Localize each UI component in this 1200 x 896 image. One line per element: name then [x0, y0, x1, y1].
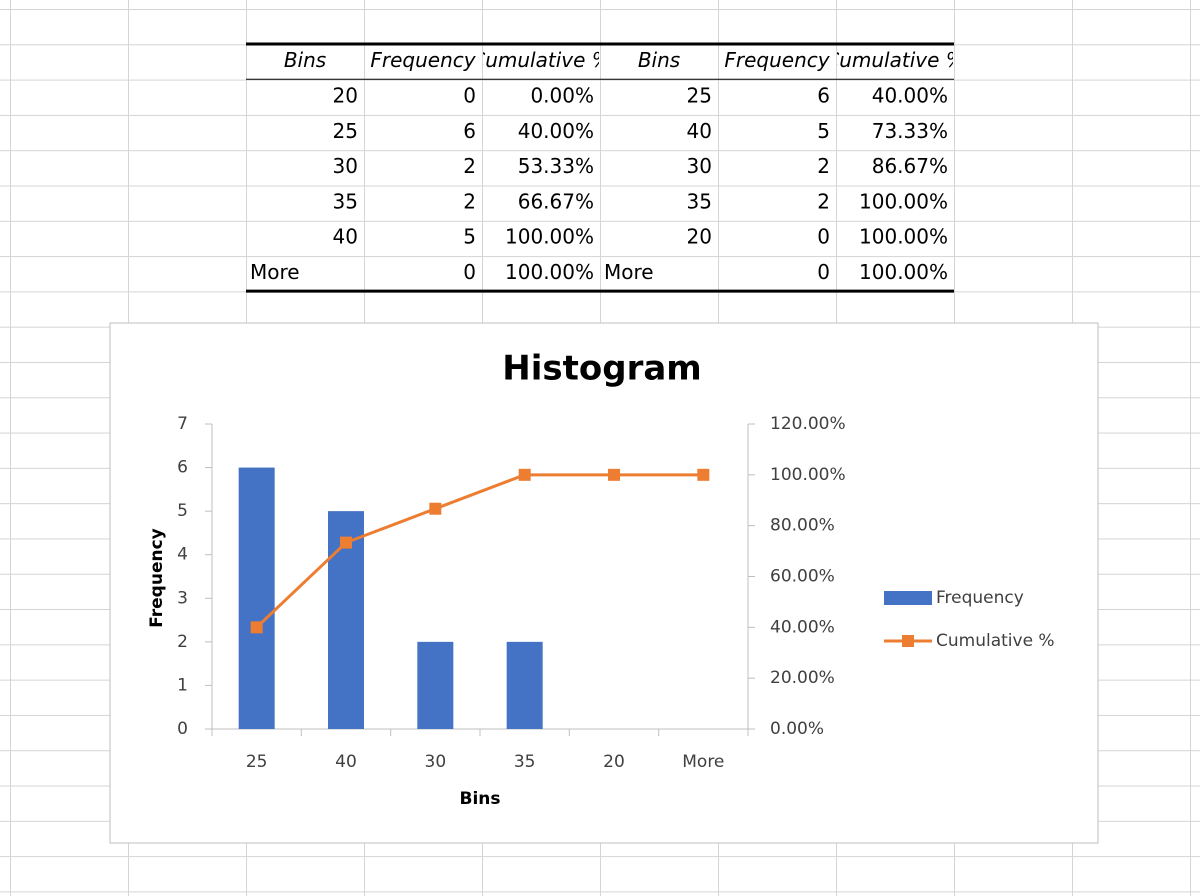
- line-marker: [608, 468, 620, 481]
- legend-swatch: [884, 591, 932, 605]
- legend-label: Cumulative %: [936, 631, 1055, 651]
- y2-tick-label: 40.00%: [770, 617, 835, 637]
- table-cell: 6: [817, 83, 830, 107]
- y2-tick-label: 20.00%: [770, 668, 835, 688]
- y2-tick-label: 100.00%: [770, 465, 846, 485]
- table-header: Bins: [638, 48, 680, 72]
- x-tick-label: 35: [514, 752, 536, 772]
- table-cell: 100.00%: [859, 189, 948, 213]
- bar: [417, 641, 454, 729]
- table-cell: 30: [333, 154, 358, 178]
- y2-tick-label: 60.00%: [770, 567, 835, 587]
- bar: [238, 467, 275, 729]
- y-tick-label: 5: [177, 501, 188, 521]
- table-cell: 0: [817, 225, 830, 249]
- table-cell: 0: [463, 83, 476, 107]
- y-tick-label: 4: [177, 545, 188, 565]
- y-axis-title: Frequency: [147, 528, 167, 628]
- y-tick-label: 3: [177, 588, 188, 608]
- table-cell: 40: [333, 225, 358, 249]
- table-cell: 40.00%: [872, 83, 948, 107]
- table-header: Cumulative %: [471, 48, 611, 72]
- table-cell: 73.33%: [872, 119, 948, 143]
- table-cell: 100.00%: [505, 225, 594, 249]
- table-cell: More: [250, 260, 300, 284]
- legend-swatch: [902, 635, 914, 647]
- line-marker: [250, 621, 263, 634]
- table-cell: 100.00%: [859, 225, 948, 249]
- x-axis-title: Bins: [459, 789, 500, 809]
- y2-tick-label: 0.00%: [770, 719, 824, 739]
- table-cell: 2: [463, 154, 476, 178]
- table-cell: 5: [817, 119, 830, 143]
- table-cell: 20: [687, 225, 712, 249]
- table-cell: 2: [817, 154, 830, 178]
- line: [255, 473, 704, 629]
- table-header: Cumulative %: [825, 48, 965, 72]
- table-cell: 0: [463, 260, 476, 284]
- chart-title: Histogram: [502, 349, 701, 389]
- table-cell: 66.67%: [518, 189, 594, 213]
- x-tick-label: More: [682, 752, 724, 772]
- x-tick-label: 20: [603, 752, 625, 772]
- y2-tick-label: 120.00%: [770, 414, 846, 434]
- table-header: Frequency: [370, 48, 476, 72]
- bar: [506, 641, 543, 729]
- table-header: Bins: [284, 48, 326, 72]
- table-cell: 35: [333, 189, 358, 213]
- legend-label: Frequency: [936, 588, 1024, 608]
- table-cell: 2: [463, 189, 476, 213]
- y2-tick-label: 80.00%: [770, 516, 835, 536]
- table-cell: 2: [817, 189, 830, 213]
- table-cell: 100.00%: [505, 260, 594, 284]
- table-cell: 86.67%: [872, 154, 948, 178]
- x-tick-label: 25: [246, 752, 268, 772]
- table-cell: 25: [687, 83, 712, 107]
- table-cell: 40.00%: [518, 119, 594, 143]
- y-tick-label: 0: [177, 719, 188, 739]
- x-tick-label: 30: [425, 752, 447, 772]
- y-tick-label: 2: [177, 632, 188, 652]
- table-cell: 25: [333, 119, 358, 143]
- table-cell: More: [604, 260, 654, 284]
- table-cell: 5: [463, 225, 476, 249]
- line-marker: [340, 536, 352, 549]
- table-cell: 20: [333, 83, 358, 107]
- table-cell: 53.33%: [518, 154, 594, 178]
- table-cell: 40: [687, 119, 712, 143]
- y-tick-label: 6: [177, 458, 188, 478]
- table-cell: 0: [817, 260, 830, 284]
- x-tick-label: 40: [335, 752, 357, 772]
- line-marker: [518, 468, 531, 481]
- table-header: Frequency: [724, 48, 830, 72]
- line-marker: [429, 502, 442, 515]
- table-cell: 35: [687, 189, 712, 213]
- y-tick-label: 7: [177, 414, 188, 434]
- line-marker: [697, 468, 710, 481]
- table-cell: 0.00%: [530, 83, 594, 107]
- y-tick-label: 1: [177, 675, 188, 695]
- table-cell: 30: [687, 154, 712, 178]
- table-cell: 100.00%: [859, 260, 948, 284]
- table-cell: 6: [463, 119, 476, 143]
